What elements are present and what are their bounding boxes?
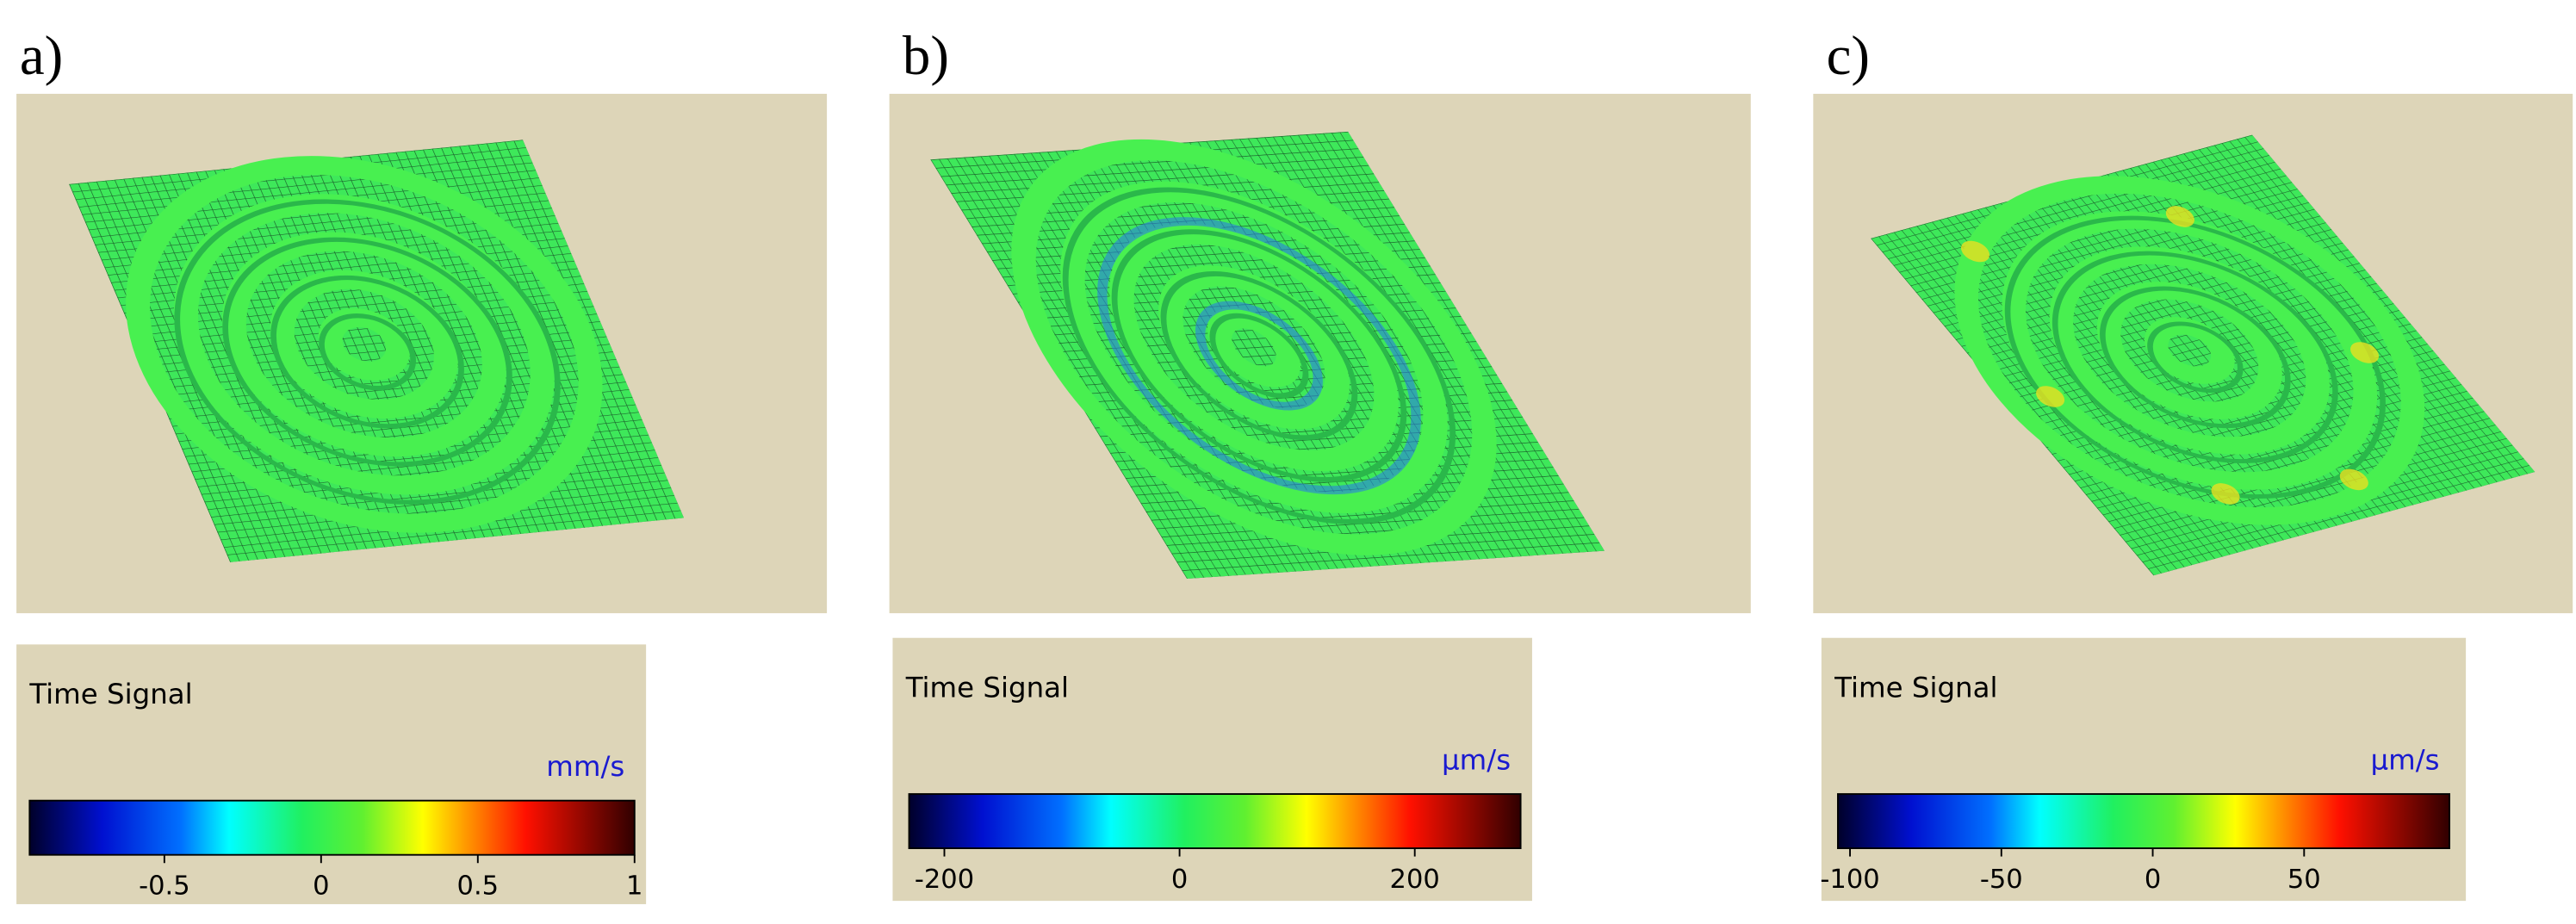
legend-title: Time Signal (28, 678, 192, 710)
legend-unit: µm/s (1442, 743, 1511, 776)
tick-label: 200 (1390, 865, 1440, 895)
colorbar (908, 793, 1522, 850)
tick-label: 0 (1171, 865, 1188, 895)
tick-label: -50 (1980, 865, 2023, 895)
panel-label: c) (1827, 25, 1870, 87)
legend-box (892, 637, 1532, 902)
tick-label: 0 (2145, 865, 2161, 895)
legend-box (1821, 637, 2467, 902)
tick-label: 1 (626, 871, 642, 901)
tick-label: -100 (1820, 865, 1879, 895)
panel-label: a) (20, 25, 63, 87)
legend-box (16, 644, 647, 904)
tick-label: 50 (2287, 865, 2321, 895)
colorbar (28, 799, 636, 856)
tick-label: 0.5 (457, 871, 500, 901)
legend-title: Time Signal (1834, 671, 1997, 704)
tick-label: -0.5 (139, 871, 190, 901)
surface (1871, 135, 2535, 576)
colorbar (1837, 793, 2450, 850)
tick-label: -200 (915, 865, 974, 895)
surface (930, 132, 1605, 579)
legend-unit: mm/s (546, 750, 624, 783)
legend-title: Time Signal (905, 671, 1069, 704)
legend-unit: µm/s (2370, 743, 2439, 776)
tick-label: 0 (313, 871, 329, 901)
panel-label: b) (903, 25, 949, 87)
